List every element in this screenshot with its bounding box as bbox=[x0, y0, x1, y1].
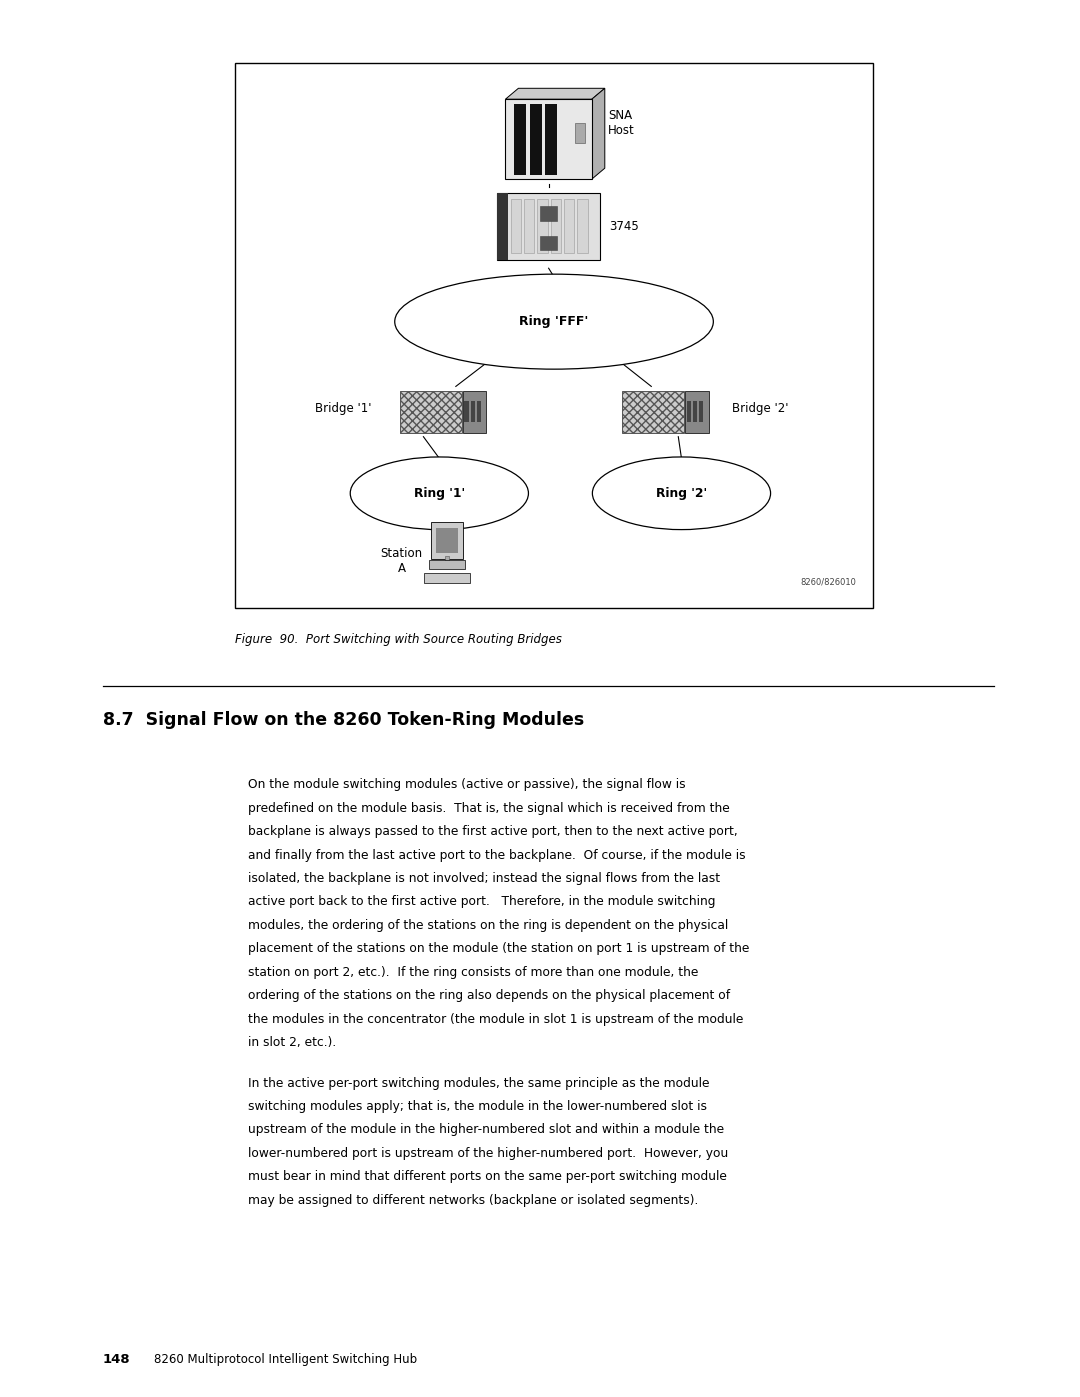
FancyBboxPatch shape bbox=[685, 391, 708, 433]
FancyBboxPatch shape bbox=[497, 193, 508, 260]
FancyBboxPatch shape bbox=[538, 200, 548, 253]
Text: active port back to the first active port.   Therefore, in the module switching: active port back to the first active por… bbox=[248, 895, 716, 908]
FancyBboxPatch shape bbox=[511, 200, 521, 253]
Text: Ring 'FFF': Ring 'FFF' bbox=[519, 316, 589, 328]
Text: in slot 2, etc.).: in slot 2, etc.). bbox=[248, 1037, 337, 1049]
Text: placement of the stations on the module (the station on port 1 is upstream of th: placement of the stations on the module … bbox=[248, 943, 750, 956]
Text: and finally from the last active port to the backplane.  Of course, if the modul: and finally from the last active port to… bbox=[248, 848, 746, 862]
Text: Figure  90.  Port Switching with Source Routing Bridges: Figure 90. Port Switching with Source Ro… bbox=[235, 633, 563, 645]
Text: 8.7  Signal Flow on the 8260 Token-Ring Modules: 8.7 Signal Flow on the 8260 Token-Ring M… bbox=[103, 711, 584, 729]
Text: SNA
Host: SNA Host bbox=[608, 109, 635, 137]
Text: the modules in the concentrator (the module in slot 1 is upstream of the module: the modules in the concentrator (the mod… bbox=[248, 1013, 744, 1025]
Text: 3745: 3745 bbox=[609, 219, 639, 233]
FancyBboxPatch shape bbox=[551, 200, 561, 253]
Text: 148: 148 bbox=[103, 1354, 131, 1366]
FancyBboxPatch shape bbox=[540, 236, 557, 250]
FancyBboxPatch shape bbox=[545, 103, 557, 175]
FancyBboxPatch shape bbox=[529, 103, 542, 175]
FancyBboxPatch shape bbox=[578, 200, 588, 253]
Text: Ring '1': Ring '1' bbox=[414, 486, 464, 500]
FancyBboxPatch shape bbox=[445, 556, 449, 563]
FancyBboxPatch shape bbox=[514, 103, 526, 175]
FancyBboxPatch shape bbox=[564, 200, 575, 253]
FancyBboxPatch shape bbox=[429, 560, 465, 570]
FancyBboxPatch shape bbox=[524, 200, 535, 253]
Text: isolated, the backplane is not involved; instead the signal flows from the last: isolated, the backplane is not involved;… bbox=[248, 872, 720, 886]
Text: modules, the ordering of the stations on the ring is dependent on the physical: modules, the ordering of the stations on… bbox=[248, 919, 729, 932]
FancyBboxPatch shape bbox=[693, 401, 698, 422]
Text: 8260/826010: 8260/826010 bbox=[800, 578, 856, 587]
Text: ordering of the stations on the ring also depends on the physical placement of: ordering of the stations on the ring als… bbox=[248, 989, 730, 1003]
Text: On the module switching modules (active or passive), the signal flow is: On the module switching modules (active … bbox=[248, 778, 686, 791]
Text: Bridge '1': Bridge '1' bbox=[315, 402, 372, 415]
Ellipse shape bbox=[592, 457, 771, 529]
Text: Station
A: Station A bbox=[380, 548, 422, 576]
FancyBboxPatch shape bbox=[575, 123, 585, 142]
FancyBboxPatch shape bbox=[462, 391, 486, 433]
Polygon shape bbox=[592, 88, 605, 179]
FancyBboxPatch shape bbox=[424, 573, 470, 583]
Text: backplane is always passed to the first active port, then to the next active por: backplane is always passed to the first … bbox=[248, 826, 738, 838]
FancyBboxPatch shape bbox=[476, 401, 481, 422]
FancyBboxPatch shape bbox=[431, 522, 463, 559]
FancyBboxPatch shape bbox=[464, 401, 469, 422]
FancyBboxPatch shape bbox=[471, 401, 475, 422]
Ellipse shape bbox=[395, 274, 713, 369]
FancyBboxPatch shape bbox=[505, 99, 592, 179]
Text: may be assigned to different networks (backplane or isolated segments).: may be assigned to different networks (b… bbox=[248, 1194, 699, 1207]
FancyBboxPatch shape bbox=[687, 401, 691, 422]
FancyBboxPatch shape bbox=[622, 391, 685, 433]
Text: predefined on the module basis.  That is, the signal which is received from the: predefined on the module basis. That is,… bbox=[248, 802, 730, 814]
Polygon shape bbox=[505, 88, 605, 99]
Text: lower-numbered port is upstream of the higher-numbered port.  However, you: lower-numbered port is upstream of the h… bbox=[248, 1147, 729, 1160]
FancyBboxPatch shape bbox=[497, 193, 600, 260]
FancyBboxPatch shape bbox=[540, 207, 557, 221]
Text: Bridge '2': Bridge '2' bbox=[732, 402, 788, 415]
Text: switching modules apply; that is, the module in the lower-numbered slot is: switching modules apply; that is, the mo… bbox=[248, 1099, 707, 1113]
Text: station on port 2, etc.).  If the ring consists of more than one module, the: station on port 2, etc.). If the ring co… bbox=[248, 965, 699, 979]
FancyBboxPatch shape bbox=[235, 63, 873, 608]
FancyBboxPatch shape bbox=[435, 528, 458, 553]
Text: must bear in mind that different ports on the same per-port switching module: must bear in mind that different ports o… bbox=[248, 1171, 727, 1183]
Text: In the active per-port switching modules, the same principle as the module: In the active per-port switching modules… bbox=[248, 1077, 710, 1090]
Text: Ring '2': Ring '2' bbox=[656, 486, 707, 500]
Text: 8260 Multiprotocol Intelligent Switching Hub: 8260 Multiprotocol Intelligent Switching… bbox=[154, 1354, 418, 1366]
FancyBboxPatch shape bbox=[699, 401, 703, 422]
Ellipse shape bbox=[350, 457, 528, 529]
Text: upstream of the module in the higher-numbered slot and within a module the: upstream of the module in the higher-num… bbox=[248, 1123, 725, 1137]
FancyBboxPatch shape bbox=[400, 391, 462, 433]
